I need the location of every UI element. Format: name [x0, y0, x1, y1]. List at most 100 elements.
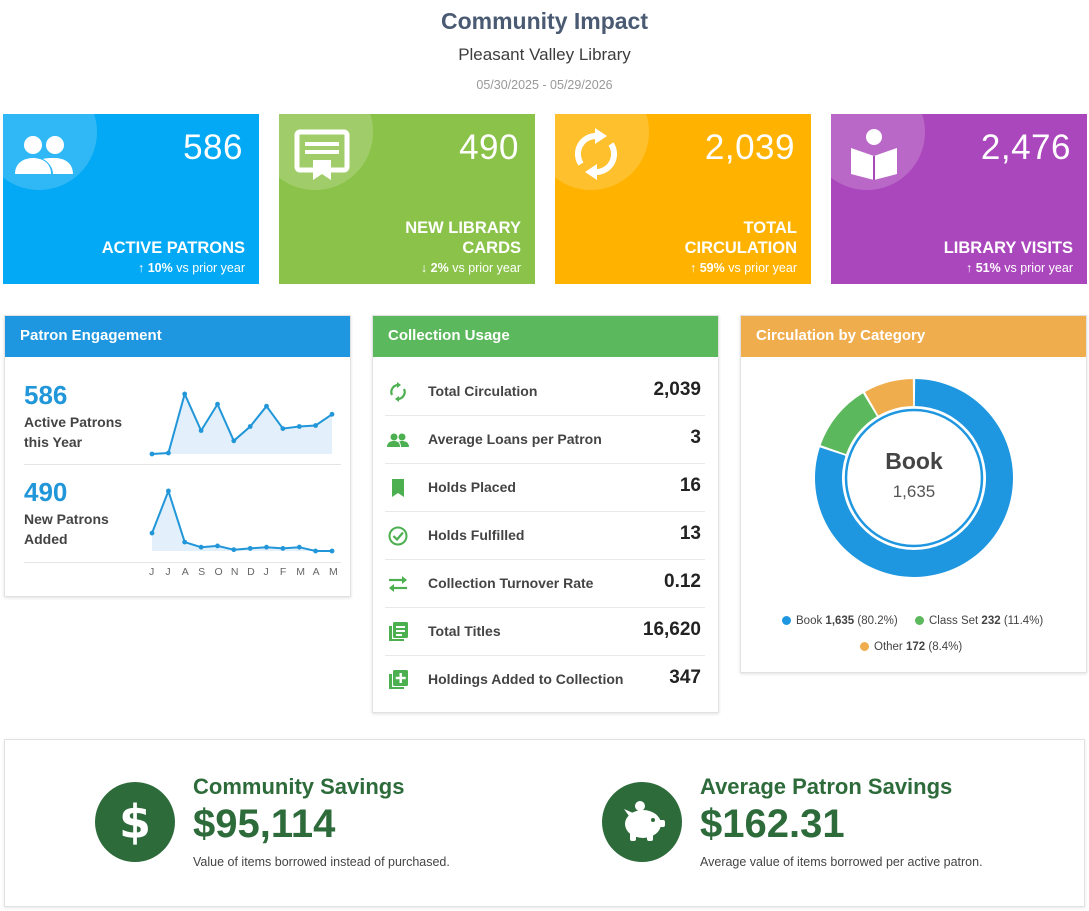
month-tick: J	[263, 566, 269, 578]
reader-icon	[851, 129, 897, 180]
legend-dot	[860, 642, 869, 651]
sparkline-point	[296, 424, 302, 429]
stat-tile-total-circulation: 2,039 TOTAL CIRCULATION ↑ 59% vs prior ye…	[555, 114, 811, 284]
legend-item-class-set[interactable]: Class Set 232 (11.4%)	[915, 615, 1043, 627]
library-card-icon	[294, 129, 350, 180]
legend-pct: (80.2%)	[857, 615, 898, 627]
stat-tile-active-patrons: 586 ACTIVE PATRONS ↑ 10% vs prior year	[3, 114, 259, 284]
month-tick: O	[214, 566, 223, 578]
stat-change: ↑ 10% vs prior year	[138, 261, 245, 275]
engagement-label-line: this Year	[24, 434, 83, 450]
change-percent: 10%	[147, 261, 173, 275]
engagement-label: New Patrons Added	[24, 509, 109, 549]
savings-panel: $ Community Savings $95,114 Value of ite…	[4, 739, 1085, 907]
legend-item-book[interactable]: Book 1,635 (80.2%)	[782, 615, 898, 627]
sparkline-area	[152, 394, 332, 454]
collection-value: 16	[679, 475, 701, 496]
collection-label: Holdings Added to Collection	[428, 671, 624, 687]
sparkline-point	[313, 548, 318, 554]
community-savings-title: Community Savings	[193, 774, 405, 799]
collection-label: Holds Fulfilled	[428, 527, 525, 543]
stat-value: 2,039	[704, 128, 795, 167]
engagement-value: 490	[24, 477, 68, 507]
stat-label-line: LIBRARY VISITS	[943, 239, 1073, 257]
engagement-label-line: Added	[24, 531, 68, 547]
legend-name: Class Set	[929, 615, 979, 627]
sparkline-point	[280, 546, 286, 551]
stat-change: ↑ 59% vs prior year	[690, 261, 797, 275]
sparkline-line	[151, 391, 333, 455]
collection-usage-card: Collection Usage Total Circulation 2,039…	[372, 315, 719, 713]
legend-value: 172	[905, 641, 926, 653]
card-header: Patron Engagement	[5, 316, 350, 357]
sync-icon	[390, 382, 406, 402]
legend-dot	[782, 616, 791, 625]
library-books-icon	[389, 622, 408, 641]
donut-slice-class-set[interactable]	[820, 393, 877, 455]
collection-label: Total Titles	[428, 623, 501, 639]
collection-value: 13	[679, 523, 701, 544]
card-header: Circulation by Category	[741, 316, 1086, 357]
sparkline-point	[313, 423, 318, 428]
legend-name: Other	[874, 641, 903, 653]
change-suffix: vs prior year	[728, 261, 797, 275]
dollar-icon: $	[95, 782, 175, 862]
svg-text:$: $	[119, 795, 151, 849]
stat-label-line: ACTIVE PATRONS	[101, 239, 245, 257]
month-tick: D	[247, 566, 255, 578]
collection-label: Collection Turnover Rate	[428, 575, 594, 591]
circulation-category-card: Circulation by Category Book 1,635 Book …	[740, 315, 1087, 673]
sparkline-point	[182, 391, 188, 397]
engagement-label-line: New Patrons	[24, 511, 109, 527]
donut-slice-other[interactable]	[864, 379, 914, 416]
change-suffix: vs prior year	[176, 261, 245, 275]
stat-value: 586	[183, 128, 243, 167]
month-tick: J	[149, 566, 155, 578]
sparkline-point	[166, 488, 171, 494]
sparkline-point	[231, 547, 237, 553]
sparkline-line	[151, 488, 332, 552]
month-tick: A	[312, 566, 320, 578]
category-donut-chart	[815, 379, 1013, 577]
sparkline-point	[280, 426, 286, 431]
collection-row: Total Circulation 2,039	[385, 368, 705, 416]
sparkline-point	[215, 401, 220, 407]
sparkline-point	[166, 450, 171, 456]
sparkline-new-patrons	[149, 488, 335, 554]
legend-pct: (11.4%)	[1003, 615, 1044, 627]
stat-label-line: TOTAL	[743, 219, 797, 237]
collection-label: Average Loans per Patron	[428, 431, 602, 447]
stat-label-line: NEW LIBRARY	[405, 219, 521, 237]
sparkline-point	[264, 403, 269, 409]
add-box-icon	[389, 670, 408, 689]
swap-arrows-icon	[389, 576, 407, 592]
sparkline-active-patrons	[149, 391, 335, 457]
engagement-label-line: Active Patrons	[24, 414, 123, 430]
legend-item-other[interactable]: Other 172 (8.4%)	[860, 641, 962, 653]
sparkline-point	[264, 544, 269, 550]
library-name: Pleasant Valley Library	[458, 45, 631, 64]
month-tick: F	[279, 566, 287, 578]
stat-change: ↑ 51% vs prior year	[966, 261, 1073, 275]
sparkline-point	[329, 411, 335, 417]
sync-icon	[574, 128, 618, 180]
patron-engagement-card: Patron Engagement 586 Active Patrons thi…	[4, 315, 351, 597]
collection-row: Holdings Added to Collection 347	[385, 656, 705, 704]
people-icon	[387, 433, 409, 447]
donut-inner-ring	[844, 408, 984, 548]
month-tick: M	[329, 566, 338, 578]
change-percent: 2%	[430, 261, 449, 275]
sparkline-point	[182, 539, 188, 545]
month-tick: S	[198, 566, 206, 578]
piggy-glyph	[624, 801, 665, 841]
stat-tile-library-visits: 2,476 LIBRARY VISITS ↑ 51% vs prior year	[831, 114, 1087, 284]
people-icon	[15, 136, 73, 174]
average-savings-amount: $162.31	[700, 802, 845, 846]
collection-row: Collection Turnover Rate 0.12	[385, 560, 705, 608]
legend-name: Book	[796, 615, 823, 627]
stat-tile-new-library-cards: 490 NEW LIBRARY CARDS ↓ 2% vs prior year	[279, 114, 535, 284]
average-savings-desc: Average value of items borrowed per acti…	[700, 855, 983, 869]
sparkline-point	[215, 543, 220, 549]
change-percent: 59%	[699, 261, 725, 275]
sparkline-point	[149, 451, 155, 457]
